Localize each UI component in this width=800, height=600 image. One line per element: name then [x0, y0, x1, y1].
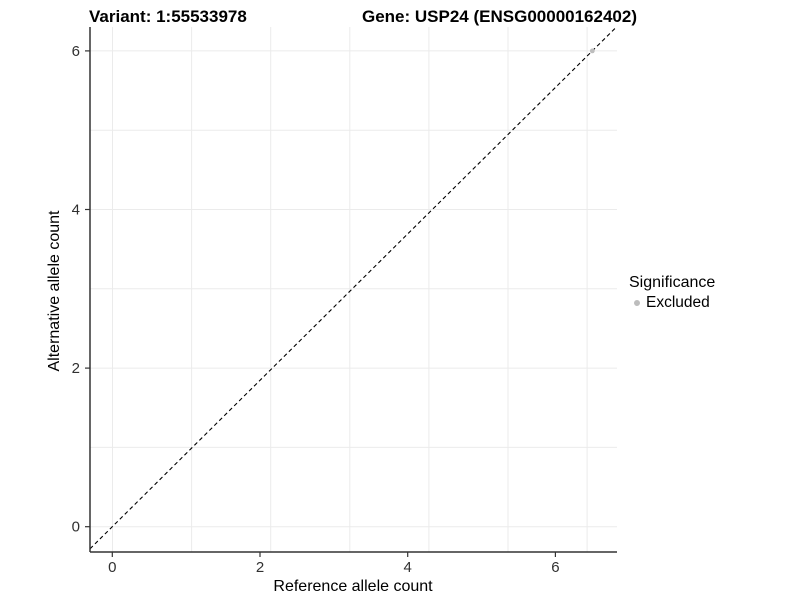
x-tick-label: 4 [404, 559, 412, 576]
x-tick-label: 6 [551, 559, 559, 576]
legend-title: Significance [629, 274, 716, 291]
y-axis-title: Alternative allele count [46, 210, 63, 372]
legend-point-icon [634, 300, 640, 306]
plot-title-gene: Gene: USP24 (ENSG00000162402) [362, 7, 637, 26]
x-tick-label: 2 [256, 559, 264, 576]
y-tick-label: 4 [72, 202, 80, 219]
identity-reference-line [89, 26, 617, 550]
legend-item-excluded: Excluded [629, 294, 715, 312]
x-axis-title: Reference allele count [273, 578, 433, 595]
legend: Significance Excluded [629, 274, 715, 312]
y-tick-label: 2 [72, 360, 80, 377]
data-point [589, 48, 595, 54]
y-tick-label: 0 [72, 519, 80, 536]
y-tick-label: 6 [72, 43, 80, 60]
legend-item-label: Excluded [646, 294, 710, 311]
x-tick-label: 0 [108, 559, 116, 576]
plot-title-variant: Variant: 1:55533978 [89, 7, 247, 26]
